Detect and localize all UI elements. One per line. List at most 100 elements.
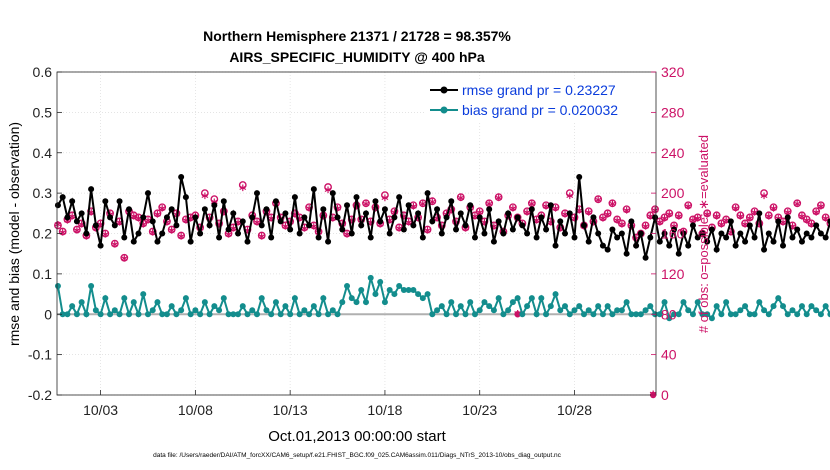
bias-point xyxy=(334,311,341,318)
bias-point xyxy=(756,299,763,306)
rmse-point xyxy=(784,214,791,221)
obs-evaluated-point: * xyxy=(566,191,574,207)
bias-point xyxy=(92,307,99,314)
rmse-point xyxy=(500,230,507,237)
obs-possible-point xyxy=(594,195,603,204)
rmse-point xyxy=(666,242,673,249)
obs-possible-point xyxy=(622,205,631,214)
obs-possible-point xyxy=(599,213,607,222)
obs-evaluated-point: * xyxy=(140,219,148,235)
bias-point xyxy=(263,307,270,314)
rmse-point xyxy=(239,218,246,225)
bias-point xyxy=(580,311,587,318)
obs-evaluated-point: * xyxy=(329,213,337,229)
bias-point xyxy=(462,311,469,318)
bias-point xyxy=(88,282,95,289)
obs-possible-point xyxy=(54,221,62,230)
rmse-point xyxy=(329,190,336,197)
rmse-point xyxy=(813,222,820,229)
rmse-point xyxy=(490,238,497,245)
obs-evaluated-point: * xyxy=(97,219,105,235)
bias-point xyxy=(486,303,493,310)
rmse-point xyxy=(107,214,114,221)
bias-point xyxy=(206,311,213,318)
obs-evaluated-point: * xyxy=(111,240,119,256)
y-right-tick-label: 200 xyxy=(661,185,685,201)
bias-point xyxy=(742,303,749,310)
obs-evaluated-point: * xyxy=(547,217,555,233)
obs-evaluated-point: * xyxy=(154,209,162,225)
rmse-point xyxy=(419,234,426,241)
obs-possible-point xyxy=(153,209,162,218)
obs-evaluated-point: * xyxy=(623,205,631,221)
obs-possible-point xyxy=(821,213,830,222)
bias-point xyxy=(827,311,830,318)
rmse-point xyxy=(78,210,85,217)
rmse-point xyxy=(770,238,777,245)
obs-evaluated-point: * xyxy=(64,215,72,231)
bias-point xyxy=(490,307,497,314)
obs-possible-point xyxy=(508,203,517,212)
obs-outlier-star: * xyxy=(649,389,657,405)
legend-box xyxy=(424,79,650,121)
rmse-point xyxy=(400,226,407,233)
bias-point xyxy=(746,311,753,318)
obs-evaluated-point: * xyxy=(718,219,726,235)
bias-point xyxy=(296,311,303,318)
bias-point xyxy=(182,295,189,302)
rmse-point xyxy=(599,242,606,249)
obs-evaluated-point: * xyxy=(130,211,138,227)
obs-possible-point xyxy=(703,209,712,218)
obs-possible-point xyxy=(608,199,617,208)
rmse-point xyxy=(514,214,521,221)
bias-point xyxy=(813,307,820,314)
obs-evaluated-point: * xyxy=(429,197,437,213)
obs-possible-point xyxy=(333,203,342,212)
bias-point xyxy=(457,303,464,310)
y-axis-left: 0.6 0.5 0.4 0.3 0.2 0.1 0 -0.1 -0.2 xyxy=(28,64,62,403)
obs-evaluated-point: * xyxy=(296,213,304,229)
rmse-point xyxy=(495,218,502,225)
obs-evaluated-point: * xyxy=(509,203,517,219)
bias-point xyxy=(471,311,478,318)
obs-evaluated-point: * xyxy=(789,221,797,237)
rmse-point xyxy=(675,250,682,257)
rmse-point xyxy=(642,254,649,261)
bias-point xyxy=(111,307,118,314)
obs-possible-point xyxy=(324,183,332,191)
obs-evaluated-point: * xyxy=(348,215,356,231)
bias-point xyxy=(78,299,85,306)
obs-evaluated-point: * xyxy=(651,205,659,221)
obs-possible-point xyxy=(812,207,821,216)
rmse-point xyxy=(486,206,493,213)
bias-point xyxy=(419,295,426,302)
rmse-point xyxy=(519,222,526,229)
bias-point xyxy=(438,303,445,310)
obs-possible-point xyxy=(665,209,674,218)
rmse-point xyxy=(798,238,805,245)
obs-evaluated-point: * xyxy=(149,228,157,244)
bias-point xyxy=(339,299,346,306)
obs-possible-point xyxy=(712,211,721,220)
rmse-point xyxy=(528,206,535,213)
obs-evaluated-point: * xyxy=(187,213,195,229)
obs-possible-point xyxy=(826,219,830,228)
obs-evaluated-point: * xyxy=(168,225,176,241)
obs-evaluated-point: * xyxy=(386,215,394,231)
rmse-point xyxy=(737,230,744,237)
bias-point xyxy=(126,311,133,318)
bias-point xyxy=(301,307,308,314)
obs-possible-point xyxy=(58,227,67,236)
obs-evaluated-point: * xyxy=(135,213,143,229)
rmse-point xyxy=(154,238,161,245)
obs-possible-point xyxy=(731,203,740,212)
bias-point xyxy=(249,307,256,314)
obs-evaluated-point: * xyxy=(457,193,465,209)
obs-evaluated-point: * xyxy=(159,203,167,219)
obs-possible-point xyxy=(200,189,209,198)
rmse-point xyxy=(64,214,71,221)
obs-evaluated-point: * xyxy=(722,215,730,231)
obs-evaluated-point: * xyxy=(533,215,541,231)
rmse-point xyxy=(481,230,488,237)
y-right-tick-label: 160 xyxy=(661,226,685,242)
